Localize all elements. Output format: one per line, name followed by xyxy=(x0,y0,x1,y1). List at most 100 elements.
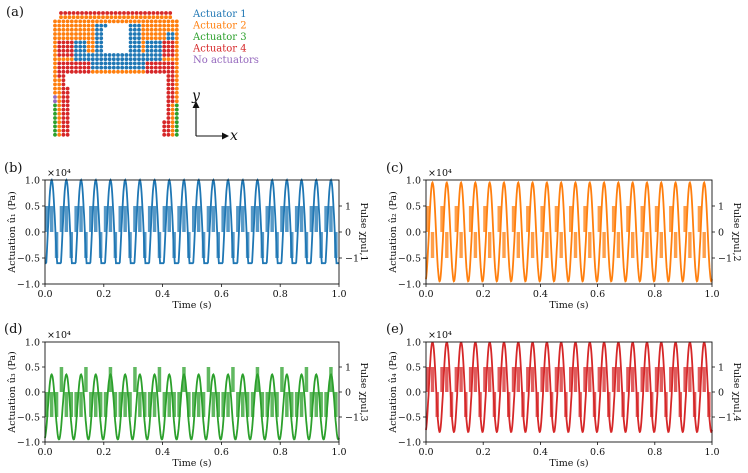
pulse-bar xyxy=(172,392,176,417)
pulse-bar xyxy=(177,206,181,232)
pulse-bar xyxy=(468,206,473,232)
lattice-node xyxy=(96,11,101,15)
lattice-node xyxy=(153,53,158,57)
lattice-node xyxy=(78,40,83,45)
lattice-node xyxy=(57,32,62,36)
lattice-node xyxy=(132,23,137,28)
lattice-node xyxy=(95,53,99,57)
lattice-node xyxy=(53,19,57,24)
lattice-node xyxy=(69,32,74,36)
lattice-node xyxy=(61,65,66,70)
y2-tick-label: −1 xyxy=(718,254,732,265)
y-axis-label: Actuation û₂ (Pa) xyxy=(388,191,399,273)
lattice-node xyxy=(111,57,116,62)
pulse-bar xyxy=(588,232,592,258)
lattice-node xyxy=(174,107,179,112)
lattice-node xyxy=(170,128,175,133)
lattice-node xyxy=(92,11,97,15)
pulse-bar xyxy=(314,206,318,232)
lattice-node xyxy=(124,61,129,66)
legend-entry-2: Actuator 2 xyxy=(192,21,247,32)
lattice-node xyxy=(53,103,57,108)
lattice-node xyxy=(82,36,87,41)
pulse-bar xyxy=(182,367,186,392)
pulse-bar xyxy=(182,206,186,232)
lattice-node xyxy=(90,48,95,53)
lattice-node xyxy=(107,65,112,70)
chart-panels: (b) ×10⁴ 0.0 0.2 0.4 0.6 0.8 1.0 Time (s) −1.0 −0.… xyxy=(4,161,742,469)
y2-tick-label: 1 xyxy=(345,363,351,374)
lattice-node xyxy=(90,44,95,49)
pulse-bar xyxy=(299,206,304,232)
pulse-bar xyxy=(640,206,644,232)
lattice-node xyxy=(158,69,162,74)
pulse-bar xyxy=(669,206,673,232)
lattice-node xyxy=(153,44,158,49)
lattice-node xyxy=(141,61,146,66)
pulse-bar xyxy=(526,367,530,392)
lattice-node xyxy=(69,44,74,49)
lattice-node xyxy=(67,11,72,15)
pulse-bar xyxy=(530,232,535,258)
chart-2: (c) ×10⁴ 0.0 0.2 0.4 0.6 0.8 1.0 Time (s) −1.0 −0.… xyxy=(386,161,742,311)
lattice-node xyxy=(159,11,164,15)
lattice-node xyxy=(95,65,99,70)
y-tick-label: −1.0 xyxy=(398,280,421,291)
lattice-node xyxy=(74,23,78,28)
lattice-node xyxy=(74,19,78,24)
lattice-node xyxy=(153,48,158,53)
lattice-node xyxy=(145,19,150,24)
lattice-node xyxy=(65,36,70,41)
lattice-node xyxy=(61,82,66,87)
lattice-node xyxy=(149,27,154,32)
lattice-node xyxy=(132,44,137,49)
lattice-node xyxy=(149,57,154,62)
lattice-node xyxy=(137,40,141,45)
lattice-node xyxy=(162,61,167,66)
lattice-node xyxy=(126,15,131,20)
pulse-bar xyxy=(245,392,250,417)
lattice-node xyxy=(149,36,154,41)
pulse-bar xyxy=(430,367,435,392)
lattice-node xyxy=(166,27,171,32)
lattice-node xyxy=(162,132,167,137)
lattice-node xyxy=(170,74,175,78)
lattice-node xyxy=(137,19,141,24)
lattice-node xyxy=(61,40,66,45)
lattice-node xyxy=(116,19,120,24)
pulse-bar xyxy=(177,392,181,417)
lattice-node xyxy=(61,74,66,78)
lattice-node xyxy=(78,32,83,36)
lattice-node xyxy=(105,11,110,15)
chart-3: (d) ×10⁴ 0.0 0.2 0.4 0.6 0.8 1.0 Time (s) −1.0 −0.… xyxy=(4,322,369,469)
lattice-node xyxy=(168,15,173,20)
lattice-node xyxy=(174,78,179,83)
lattice-node xyxy=(170,95,175,99)
lattice-node xyxy=(117,15,122,20)
lattice-node xyxy=(82,69,87,74)
lattice-node xyxy=(82,65,87,70)
lattice-node xyxy=(174,86,179,91)
lattice-node xyxy=(65,27,70,32)
lattice-node xyxy=(166,107,171,112)
lattice-node xyxy=(120,65,125,70)
lattice-node xyxy=(120,61,125,66)
lattice-node xyxy=(53,82,57,87)
lattice-node xyxy=(147,15,152,20)
lattice-node xyxy=(158,40,162,45)
lattice-node xyxy=(170,78,175,83)
lattice-node xyxy=(145,65,150,70)
pulse-bar xyxy=(468,367,473,392)
lattice-node xyxy=(61,57,66,62)
y-tick-label: 1.0 xyxy=(25,176,40,187)
lattice-node xyxy=(61,44,66,49)
lattice-node xyxy=(90,23,95,28)
lattice-node xyxy=(143,11,147,15)
x-arrowhead xyxy=(222,132,229,140)
pulse-bar xyxy=(211,206,216,232)
lattice-node xyxy=(53,40,57,45)
lattice-node xyxy=(111,19,116,24)
lattice-node xyxy=(99,23,104,28)
y2-tick-label: 0 xyxy=(718,228,724,239)
pulse-bar xyxy=(304,367,309,392)
